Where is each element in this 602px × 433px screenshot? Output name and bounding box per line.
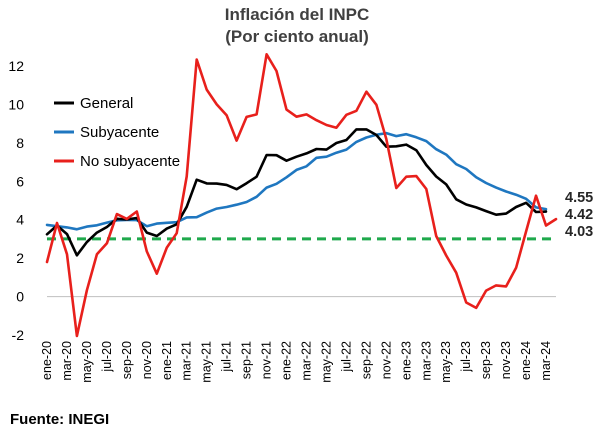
x-tick-label: sep-20 [120, 341, 134, 379]
y-tick-label: 8 [16, 135, 24, 151]
x-tick-label: nov-22 [379, 341, 393, 379]
y-tick-label: 2 [16, 250, 24, 266]
end-label-subyacente: 4.55 [565, 190, 593, 206]
y-axis: -2 0 2 4 6 8 10 12 [8, 58, 24, 343]
end-label-general: 4.42 [565, 207, 593, 223]
legend: General Subyacente No subyacente [54, 95, 180, 170]
x-tick-label: may-23 [439, 341, 453, 383]
x-tick-label: ene-20 [40, 341, 54, 380]
source-note: Fuente: INEGI [10, 411, 109, 428]
series-lines [45, 53, 558, 338]
y-tick-label: 12 [8, 58, 24, 74]
legend-label-subyacente: Subyacente [80, 124, 159, 141]
series-line-general [45, 128, 548, 257]
end-label-no-subyacente: 4.03 [565, 224, 593, 240]
x-tick-label: ene-24 [519, 341, 533, 380]
x-tick-label: sep-22 [359, 341, 373, 379]
x-tick-label: may-20 [80, 341, 94, 383]
x-tick-label: mar-22 [299, 341, 313, 381]
x-tick-label: jul-23 [459, 341, 473, 373]
x-tick-label: ene-22 [280, 341, 294, 380]
x-tick-label: nov-23 [499, 341, 513, 379]
x-tick-label: jul-20 [100, 341, 114, 373]
series-line-no-subyacente [45, 53, 558, 338]
x-tick-label: sep-23 [479, 341, 493, 379]
x-tick-label: nov-21 [260, 341, 274, 379]
legend-label-general: General [80, 95, 133, 112]
x-tick-label: mar-23 [419, 341, 433, 381]
y-tick-label: -2 [12, 327, 25, 343]
legend-label-no-subyacente: No subyacente [80, 153, 180, 170]
x-tick-label: ene-21 [160, 341, 174, 380]
x-tick-label: may-22 [319, 341, 333, 383]
x-tick-label: nov-20 [140, 341, 154, 379]
y-tick-label: 0 [16, 289, 24, 305]
x-tick-label: sep-21 [240, 341, 254, 379]
x-tick-label: ene-23 [399, 341, 413, 380]
x-tick-label: mar-24 [539, 341, 553, 381]
chart-subtitle: (Por ciento anual) [225, 27, 369, 46]
chart-title: Inflación del INPC [225, 5, 370, 24]
x-tick-label: mar-20 [60, 341, 74, 381]
x-axis: ene-20 mar-20 may-20 jul-20 sep-20 nov-20 ene-… [40, 341, 553, 383]
y-tick-label: 10 [8, 96, 24, 112]
y-tick-label: 6 [16, 173, 24, 189]
y-tick-label: 4 [16, 212, 24, 228]
x-tick-label: jul-22 [339, 341, 353, 373]
x-tick-label: mar-21 [180, 341, 194, 381]
x-tick-label: jul-21 [220, 341, 234, 373]
series-line-subyacente [45, 131, 548, 231]
x-tick-label: may-21 [200, 341, 214, 383]
